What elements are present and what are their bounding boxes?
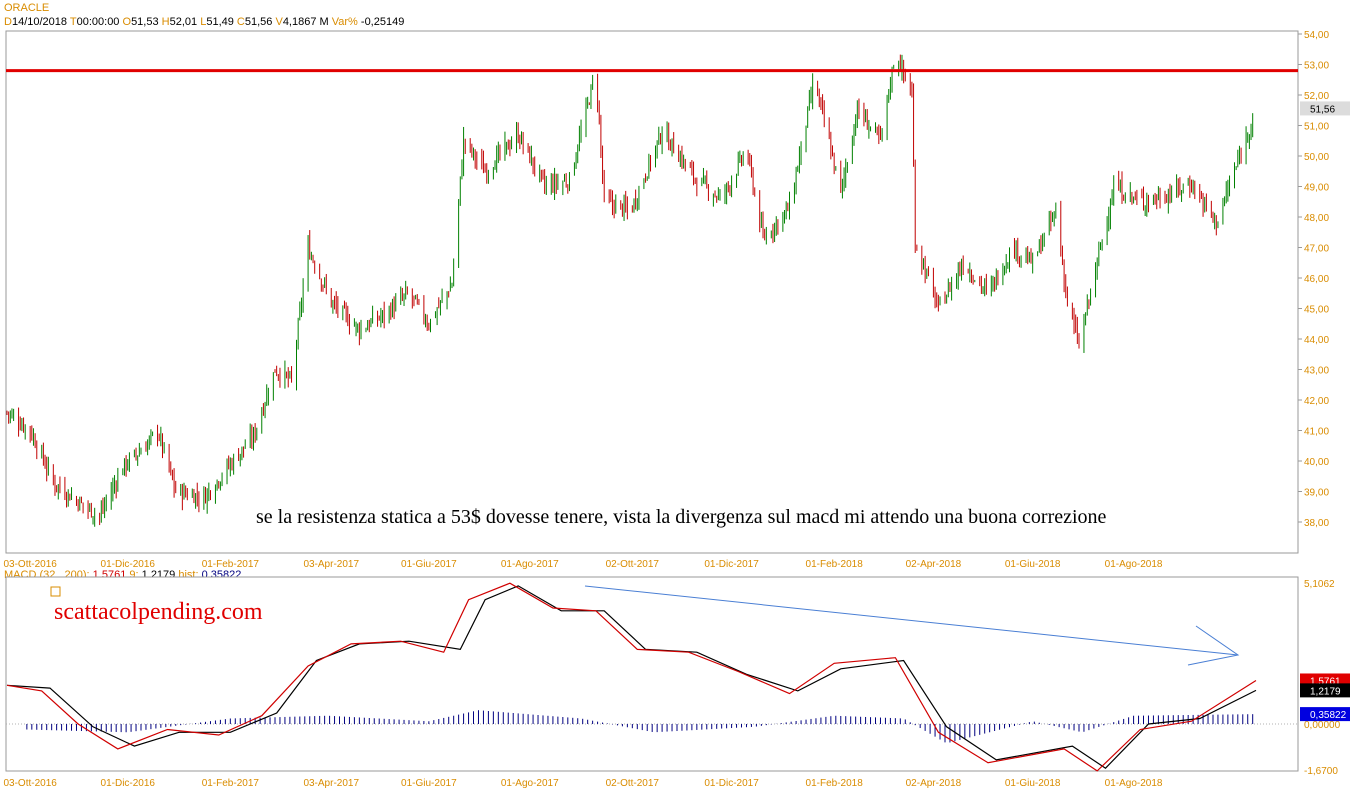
price-y-tick-label: 45,00 [1304, 305, 1329, 316]
price-y-tick-label: 51,00 [1304, 122, 1329, 133]
price-panel-frame [5, 30, 1299, 554]
ticker-title: ORACLE [4, 2, 50, 14]
macd-x-tick-label: 01-Dic-2016 [101, 778, 156, 789]
high-value: 52,01 [169, 16, 198, 28]
price-y-tick-label: 44,00 [1304, 335, 1329, 346]
price-y-tick-label: 39,00 [1304, 488, 1329, 499]
price-x-tick-label: 01-Feb-2018 [806, 559, 864, 570]
close-label: C [236, 16, 245, 28]
last-price-label: 51,56 [1310, 104, 1335, 115]
macd-line [6, 582, 1257, 772]
price-y-tick-label: 41,00 [1304, 427, 1329, 438]
marker-square [50, 586, 61, 597]
price-y-tick-label: 53,00 [1304, 61, 1329, 72]
macd-x-tick-label: 01-Feb-2018 [806, 778, 864, 789]
macd-x-tick-label: 02-Ott-2017 [606, 778, 660, 789]
macd-x-tick-label: 01-Giu-2018 [1005, 778, 1061, 789]
volume-label: V [275, 16, 283, 28]
macd-x-tick-label: 01-Dic-2017 [704, 778, 759, 789]
price-x-tick-label: 01-Ago-2017 [501, 559, 559, 570]
ohlc-bars [6, 54, 1254, 527]
macd-x-tick-label: 03-Ott-2016 [3, 778, 57, 789]
time-label: T [69, 16, 77, 28]
price-y-tick-label: 49,00 [1304, 183, 1329, 194]
divergence-arrowhead [1187, 625, 1240, 666]
hist-value-box [1300, 707, 1350, 722]
price-x-tick-label: 01-Giu-2018 [1005, 559, 1061, 570]
low-value: 51,49 [206, 16, 234, 28]
ohlc-readout: D14/10/2018 T00:00:00 O51,53 H52,01 L51,… [4, 16, 404, 28]
price-x-tick-label: 03-Apr-2017 [303, 559, 359, 570]
macd-y-tick-label: 5,1062 [1304, 579, 1335, 590]
macd-x-tick-label: 03-Apr-2017 [303, 778, 359, 789]
price-x-tick-label: 01-Dic-2016 [101, 559, 156, 570]
date-label: D [4, 16, 12, 28]
macd-y-tick-label: 0,00000 [1304, 720, 1341, 731]
macd-y-tick-label: -1,6700 [1304, 766, 1338, 777]
price-y-tick-label: 43,00 [1304, 366, 1329, 377]
macd-x-tick-label: 01-Feb-2017 [202, 778, 260, 789]
var-value: -0,25149 [360, 16, 405, 28]
price-x-tick-label: 01-Feb-2017 [202, 559, 260, 570]
price-y-tick-label: 46,00 [1304, 274, 1329, 285]
macd-x-tick-label: 01-Ago-2018 [1105, 778, 1163, 789]
date-value: 14/10/2018 [11, 16, 68, 28]
last-price-box [1300, 101, 1350, 116]
price-x-tick-label: 01-Ago-2018 [1105, 559, 1163, 570]
price-x-tick-label: 01-Dic-2017 [704, 559, 759, 570]
macd-value-label: 1,5761 [1310, 676, 1341, 687]
price-y-tick-label: 40,00 [1304, 457, 1329, 468]
macd-x-tick-label: 01-Ago-2017 [501, 778, 559, 789]
price-y-tick-label: 42,00 [1304, 396, 1329, 407]
macd-panel-frame [5, 576, 1299, 772]
price-y-tick-label: 50,00 [1304, 152, 1329, 163]
macd-x-tick-label: 02-Apr-2018 [906, 778, 962, 789]
signal-label: 9 [129, 569, 136, 581]
price-x-tick-label: 03-Ott-2016 [3, 559, 57, 570]
signal-value-label: 1,2179 [1310, 686, 1341, 697]
var-label: Var% [331, 16, 358, 28]
signal-value-box [1300, 683, 1350, 698]
close-value: 51,56 [244, 16, 273, 28]
price-y-tick-label: 38,00 [1304, 518, 1329, 529]
volume-value: 4,1867 M [282, 16, 329, 28]
low-label: L [200, 16, 207, 28]
divergence-arrow [584, 585, 1239, 656]
high-label: H [161, 16, 170, 28]
price-y-tick-label: 48,00 [1304, 213, 1329, 224]
annotation-comment: se la resistenza statica a 53$ dovesse t… [256, 506, 1107, 528]
price-y-tick-label: 47,00 [1304, 244, 1329, 255]
macd-x-tick-label: 01-Giu-2017 [401, 778, 457, 789]
hist-value-label: 0,35822 [1310, 710, 1347, 721]
price-x-tick-label: 02-Apr-2018 [906, 559, 962, 570]
price-y-tick-label: 54,00 [1304, 30, 1329, 41]
open-label: O [122, 16, 132, 28]
price-y-tick-label: 52,00 [1304, 91, 1329, 102]
signal-line [6, 585, 1257, 769]
time-value: 00:00:00 [76, 16, 120, 28]
price-x-tick-label: 02-Ott-2017 [606, 559, 660, 570]
open-value: 51,53 [131, 16, 159, 28]
price-x-tick-label: 01-Giu-2017 [401, 559, 457, 570]
watermark: scattacolpending.com [54, 599, 263, 625]
